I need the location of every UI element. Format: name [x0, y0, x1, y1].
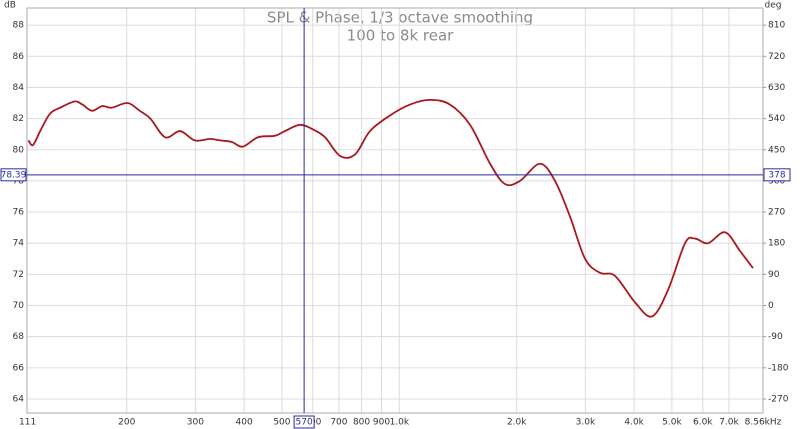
y2-tick-label: 180 [768, 239, 785, 249]
y2-tick-label: 0 [768, 301, 774, 311]
cursor-x-label: 570 [296, 418, 313, 428]
cursor-y2-box [763, 168, 791, 182]
plot-frame [26, 7, 764, 414]
x-tick-label: 111 [19, 418, 36, 428]
y2-tick-label: 810 [768, 21, 785, 31]
y-tick-label: 72 [13, 270, 24, 280]
chart-subtitle: 100 to 8k rear [347, 27, 454, 45]
cursor-x-box [293, 415, 315, 429]
x-tick-label: 7.0k [719, 418, 739, 428]
spl-curve [27, 99, 754, 318]
y2-tick-label: 90 [768, 270, 780, 280]
y-tick-label: 76 [13, 208, 25, 218]
x-tick-label: 300 [187, 418, 204, 428]
y2-tick-label: 270 [768, 208, 785, 218]
y-tick-label: 86 [13, 52, 25, 62]
y2-tick-label: 450 [768, 145, 785, 155]
y-tick-label: 70 [13, 301, 25, 311]
y-tick-label: 88 [13, 21, 25, 31]
y-tick-label: 82 [13, 114, 24, 124]
x-tick-label: 1.0k [390, 418, 410, 428]
x-tick-label: 8.56kHz [745, 418, 782, 428]
y2-tick-label: 630 [768, 83, 785, 93]
x-tick-label: 700 [330, 418, 347, 428]
y-tick-label: 78 [13, 176, 25, 186]
x-tick-label: 3.0k [576, 418, 596, 428]
y-tick-label: 64 [13, 394, 25, 404]
y-tick-label: 68 [13, 332, 25, 342]
x-tick-label: 900 [373, 418, 390, 428]
x-tick-label: 4.0k [624, 418, 644, 428]
cursor-y-label: 78.39 [1, 170, 27, 180]
y-axis-unit: dB [4, 1, 16, 11]
x-tick-label: 2.0k [507, 418, 527, 428]
x-tick-label: 800 [353, 418, 370, 428]
y2-tick-label: 540 [768, 114, 785, 124]
y2-tick-label: -180 [768, 363, 789, 373]
y2-tick-label: -90 [768, 332, 783, 342]
y-tick-label: 66 [13, 363, 25, 373]
cursor-y2-label: 378 [768, 170, 785, 180]
y2-tick-label: 360 [768, 176, 785, 186]
y-tick-label: 74 [13, 239, 25, 249]
y2-axis-unit: deg [765, 1, 782, 11]
y-tick-label: 80 [13, 145, 25, 155]
x-tick-label: 5.0k [662, 418, 682, 428]
x-tick-label: 400 [236, 418, 253, 428]
x-tick-label: 6.0k [693, 418, 713, 428]
y-tick-label: 84 [13, 83, 25, 93]
chart-title: SPL & Phase, 1/3 octave smoothing [267, 9, 533, 27]
y2-tick-label: 720 [768, 52, 785, 62]
x-tick-label: 500 [273, 418, 290, 428]
cursor-y-box [0, 168, 27, 182]
y2-tick-label: -270 [768, 394, 789, 404]
x-tick-label: 200 [118, 418, 135, 428]
